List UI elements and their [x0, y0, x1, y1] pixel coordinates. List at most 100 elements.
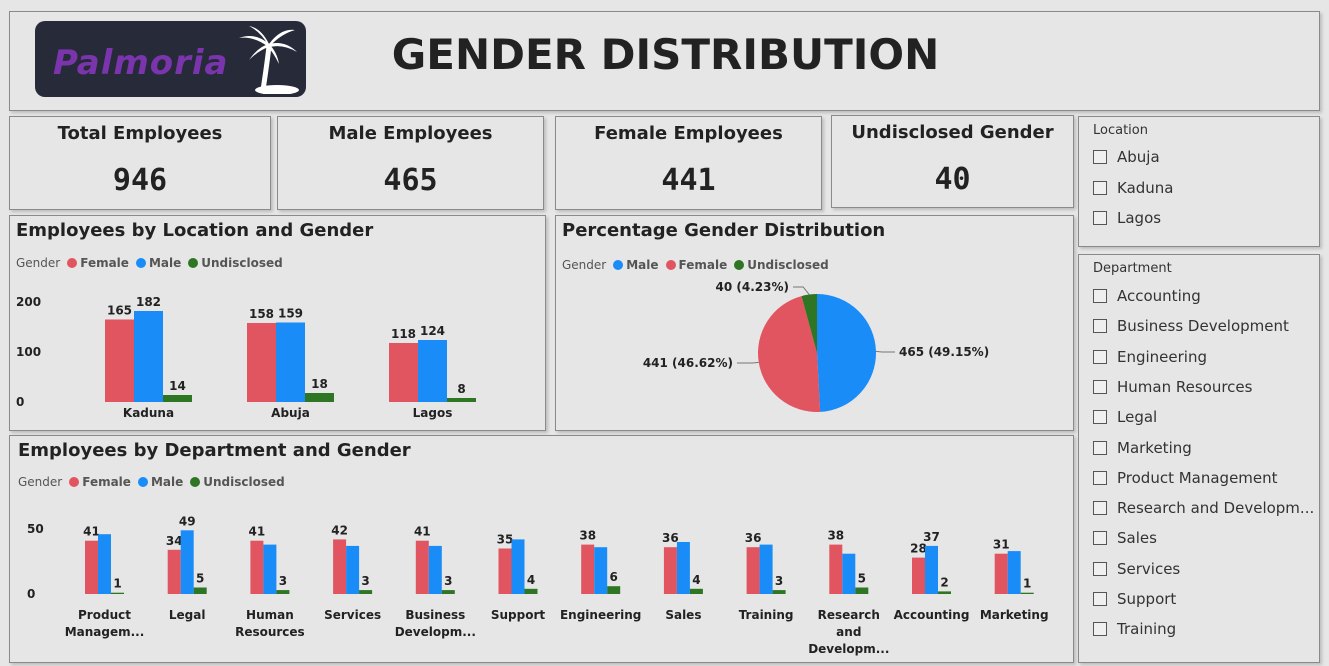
location-chart-panel: Employees by Location and Gender Gender … — [9, 215, 546, 431]
checkbox[interactable] — [1093, 150, 1107, 164]
checkbox[interactable] — [1093, 289, 1107, 303]
department-option[interactable]: Services — [1093, 560, 1180, 578]
data-label: 5 — [196, 572, 204, 586]
bar-male — [676, 542, 690, 594]
data-label: 3 — [775, 574, 783, 588]
leader-line — [875, 350, 895, 353]
legend-item-undisclosed[interactable]: Undisclosed — [188, 256, 283, 270]
checkbox[interactable] — [1093, 410, 1107, 425]
bar-male — [1007, 551, 1021, 594]
chart-legend: Gender Female Male Undisclosed — [18, 475, 285, 489]
data-label: 18 — [311, 377, 328, 391]
legend-item-male[interactable]: Male — [613, 258, 659, 272]
x-tick-label: Marketing — [980, 608, 1049, 622]
kpi-value: 946 — [112, 163, 168, 198]
y-tick-label: 0 — [27, 587, 35, 601]
department-option[interactable]: Training — [1093, 620, 1176, 638]
data-label: 36 — [745, 531, 762, 545]
kpi-label: Undisclosed Gender — [851, 122, 1054, 143]
slice-label: 40 (4.23%) — [716, 280, 789, 294]
department-option[interactable]: Marketing — [1093, 439, 1192, 457]
x-tick-label: Developm... — [395, 625, 476, 639]
logo-text: Palmoria — [53, 43, 229, 83]
legend-item-male[interactable]: Male — [135, 256, 181, 270]
legend-item-female[interactable]: Female — [665, 258, 727, 272]
leader-line — [793, 286, 810, 295]
x-tick-label: Legal — [169, 608, 206, 622]
checkbox[interactable] — [1093, 349, 1107, 364]
department-option[interactable]: Product Management — [1093, 469, 1278, 487]
legend-label: Undisclosed — [201, 256, 283, 270]
bar-male — [594, 547, 608, 594]
department-option[interactable]: Sales — [1093, 529, 1157, 547]
department-option[interactable]: Support — [1093, 590, 1176, 608]
x-tick-label: Lagos — [413, 406, 453, 420]
legend-item-undisclosed[interactable]: Undisclosed — [190, 475, 285, 489]
option-label: Sales — [1117, 529, 1157, 548]
checkbox[interactable] — [1093, 470, 1107, 485]
department-chart-panel: Employees by Department and Gender Gende… — [9, 435, 1074, 663]
department-option[interactable]: Engineering — [1093, 348, 1207, 366]
checkbox[interactable] — [1093, 211, 1107, 225]
checkbox[interactable] — [1093, 181, 1107, 195]
x-tick-label: and — [836, 625, 861, 639]
department-option[interactable]: Legal — [1093, 408, 1157, 426]
option-label: Product Management — [1117, 468, 1278, 487]
checkbox[interactable] — [1093, 531, 1107, 546]
checkbox[interactable] — [1093, 379, 1107, 394]
x-tick-label: Developm... — [808, 642, 889, 656]
legend-title: Gender — [16, 256, 61, 270]
bar-male — [428, 545, 442, 594]
bar-undisclosed — [193, 587, 207, 594]
checkbox[interactable] — [1093, 592, 1107, 606]
location-option[interactable]: Kaduna — [1093, 179, 1174, 197]
department-bar-chart: 500411ProductManagem...34495Legal413Huma… — [27, 514, 1049, 656]
header-panel: Palmoria GENDER DISTRIBUTION — [9, 11, 1320, 111]
legend-label: Male — [626, 258, 659, 272]
y-tick-label: 100 — [16, 345, 41, 359]
checkbox[interactable] — [1093, 319, 1107, 334]
x-tick-label: Human — [246, 608, 294, 622]
option-label: Accounting — [1117, 287, 1201, 305]
bar-male — [134, 311, 163, 402]
kpi-card-male: Male Employees 465 — [277, 116, 544, 210]
location-option[interactable]: Lagos — [1093, 209, 1161, 227]
data-label: 42 — [331, 523, 348, 537]
kpi-label: Female Employees — [594, 123, 783, 144]
location-option[interactable]: Abuja — [1093, 148, 1160, 166]
bar-female — [333, 539, 347, 594]
bar-undisclosed — [447, 398, 476, 402]
pie-slice-male — [817, 294, 877, 412]
checkbox[interactable] — [1093, 440, 1107, 455]
option-label: Lagos — [1117, 209, 1162, 227]
pie-slice-female — [758, 296, 821, 412]
legend-item-undisclosed[interactable]: Undisclosed — [734, 258, 829, 272]
bar-undisclosed — [359, 590, 373, 594]
x-tick-label: Managem... — [65, 625, 145, 639]
checkbox[interactable] — [1093, 622, 1107, 637]
legend-item-female[interactable]: Female — [69, 475, 131, 489]
department-option[interactable]: Business Development — [1093, 317, 1289, 335]
checkbox[interactable] — [1093, 561, 1107, 576]
data-label: 41 — [83, 525, 100, 539]
kpi-value: 465 — [383, 163, 438, 198]
bar-male — [511, 539, 525, 594]
department-option[interactable]: Accounting — [1093, 287, 1201, 305]
legend-title: Gender — [562, 258, 607, 272]
data-label: 31 — [993, 538, 1010, 552]
bar-female — [829, 544, 843, 594]
bar-undisclosed — [524, 588, 538, 594]
legend-item-male[interactable]: Male — [137, 475, 183, 489]
data-label: 28 — [910, 542, 927, 556]
data-label: 1 — [113, 577, 121, 591]
bar-male — [98, 534, 111, 594]
kpi-card-undisclosed: Undisclosed Gender 40 — [831, 115, 1074, 208]
legend-item-female[interactable]: Female — [67, 256, 129, 270]
legend-label: Undisclosed — [747, 258, 829, 272]
data-label: 3 — [444, 574, 452, 588]
gender-pie-chart: 465 (49.15%) 441 (46.62%) 40 (4.23%) — [643, 280, 989, 412]
checkbox[interactable] — [1093, 501, 1107, 516]
department-option[interactable]: Research and Developm... — [1093, 499, 1314, 517]
x-tick-label: Sales — [665, 608, 701, 622]
department-option[interactable]: Human Resources — [1093, 378, 1252, 396]
